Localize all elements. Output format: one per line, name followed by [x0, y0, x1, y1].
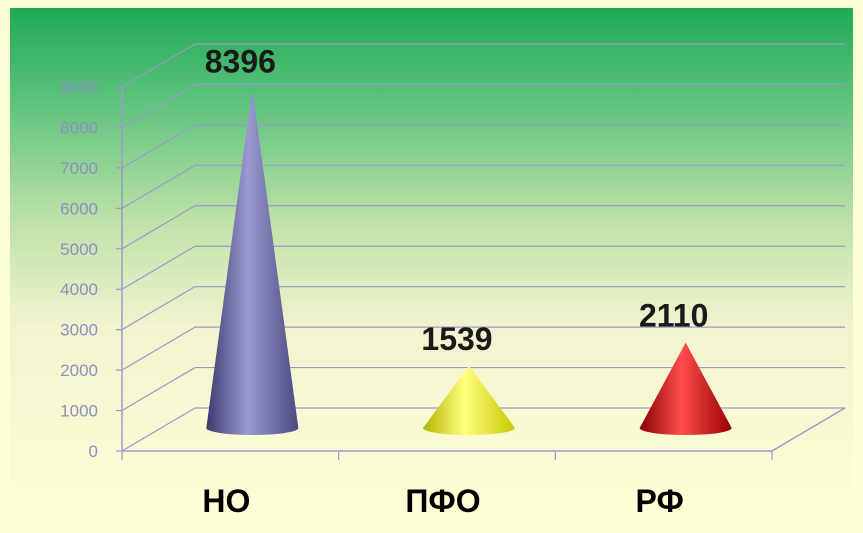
x-tick-label: РФ [636, 483, 684, 519]
x-tick-label: ПФО [405, 483, 480, 519]
gridline-side [121, 286, 196, 331]
cone-body [206, 88, 299, 436]
gridline-side [121, 245, 196, 290]
cone-body [639, 342, 732, 436]
gridline-side [121, 205, 196, 250]
gridlines [121, 43, 845, 452]
data-label: 2110 [639, 298, 708, 334]
cone-series [206, 88, 732, 436]
data-labels: 8396 1539 2110 [205, 43, 709, 356]
cone-bar [639, 342, 732, 436]
y-tick-label: 1000 [60, 402, 98, 421]
data-label: 8396 [205, 43, 276, 79]
y-tick-label: 7000 [60, 159, 98, 178]
y-tick-labels: 0 1000 2000 3000 4000 5000 6000 7000 8000 9000 [60, 78, 98, 461]
x-tick-labels: НО ПФО РФ [202, 483, 683, 519]
floor-right-edge [771, 407, 846, 452]
y-tick-label: 3000 [60, 321, 98, 340]
cone-bar [206, 88, 299, 436]
x-tick-label: НО [202, 483, 250, 519]
gridline-side [121, 43, 196, 88]
y-tick-label: 0 [89, 442, 98, 461]
gridline-side [121, 124, 196, 169]
data-label: 1539 [421, 321, 492, 357]
y-tick-label: 6000 [60, 199, 98, 218]
gridline-side [121, 83, 196, 128]
gridline-side [121, 407, 196, 452]
axes [116, 86, 846, 460]
y-tick-label: 5000 [60, 240, 98, 259]
y-tick-label: 9000 [60, 78, 98, 97]
cone-body [423, 365, 515, 435]
y-tick-label: 2000 [60, 361, 98, 380]
y-tick-label: 8000 [60, 118, 98, 137]
gridline-side [121, 367, 196, 412]
gridline-side [121, 164, 196, 209]
cone-bar [423, 365, 515, 435]
y-tick-label: 4000 [60, 280, 98, 299]
gridline-side [121, 326, 196, 371]
